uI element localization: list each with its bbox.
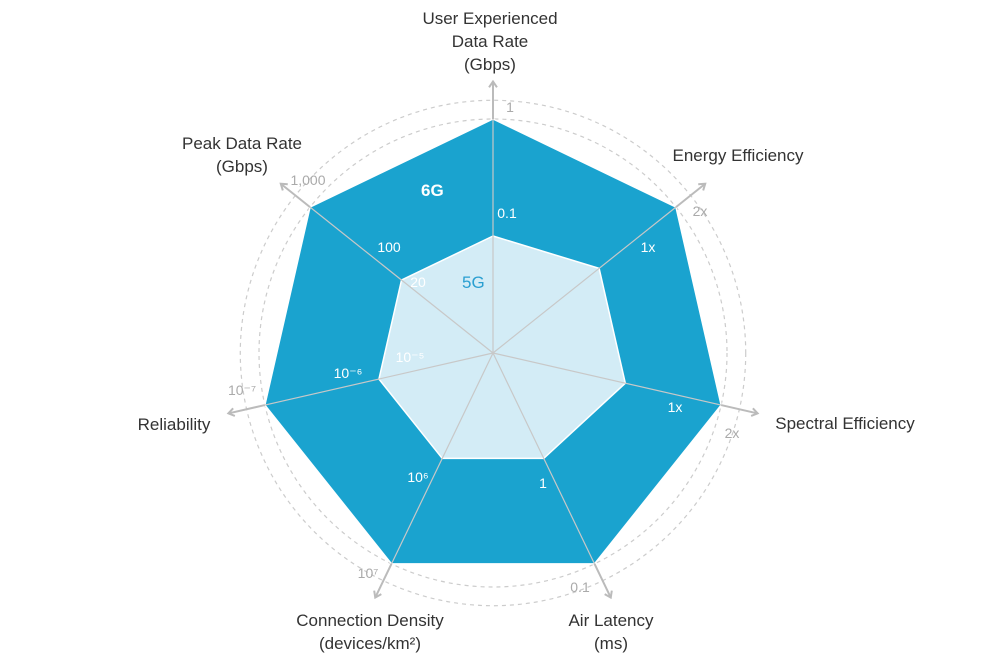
series-5g-area [378,235,627,460]
scale-6g-4: 10⁷ [358,565,379,581]
axis-extension-2 [720,404,758,415]
scale-5g-5: 10⁻⁵ [396,349,425,365]
grid-circle-2 [258,118,728,588]
scale-5g-4: 10⁶ [407,469,428,485]
axis-line-1 [492,206,677,354]
axis-line-3 [492,352,596,565]
axis-lines [264,119,722,565]
axis-line-2 [492,352,722,406]
scale-6g-1: 2x [693,203,708,219]
axis-label-5-line-0: Reliability [138,415,211,434]
axis-arrow-1 [698,182,707,191]
axis-label-2-line-0: Spectral Efficiency [775,414,915,433]
scale-6g-3: 0.1 [570,579,590,595]
axis-arrow-2 [750,407,760,417]
axis-line-4 [390,352,494,565]
axis-extension-3 [593,563,612,599]
axis-extension-5 [228,404,266,415]
axis-arrow-4 [373,590,382,600]
axis-label-3-line-1: (ms) [594,634,628,653]
scale-5g-6: 20 [410,274,426,290]
axis-labels: User Experienced Data Rate (Gbps) Energy Ef… [138,9,916,653]
axis-label-6-line-1: (Gbps) [216,157,268,176]
scale-mid-5: 10⁻⁶ [334,365,363,381]
axis-label-0-line-0: User Experienced [422,9,557,28]
scale-6g-0: 1 [506,99,514,115]
axis-label-6-line-0: Peak Data Rate [182,134,302,153]
axis-line-6 [309,206,494,354]
axis-arrow-0 [488,79,498,88]
scale-5g-3: 1 [539,475,547,491]
axis-arrow-3 [604,590,613,600]
series-6g-label: 6G [421,181,444,200]
axis-extension-1 [675,182,706,208]
series-5g-label: 5G [462,273,485,292]
axis-label-0-line-2: (Gbps) [464,55,516,74]
grid-circle-3 [239,99,747,607]
axis-arrows [226,79,760,600]
axis-arrow-5 [226,407,236,417]
scale-labels: 1 2x 2x 0.1 10⁷ 10⁻⁷ 1,000 0.1 1x 1x 1 10⁶ 10⁻⁵ 20 10⁻… [228,99,739,595]
axis-label-3-line-0: Air Latency [568,611,654,630]
scale-6g-5: 10⁻⁷ [228,382,256,398]
scale-5g-1: 1x [641,239,656,255]
axis-label-1-line-0: Energy Efficiency [672,146,804,165]
scale-5g-0: 0.1 [497,205,517,221]
axis-label-4-line-1: (devices/km²) [319,634,421,653]
axis-extension-6 [280,182,311,208]
scale-6g-6: 1,000 [290,172,325,188]
axis-line-5 [264,352,494,406]
scale-6g-2: 2x [725,425,740,441]
scale-mid-6: 100 [377,239,401,255]
axis-label-0-line-1: Data Rate [452,32,529,51]
axis-arrow-6 [279,182,288,191]
scale-5g-2: 1x [668,399,683,415]
axis-extension-4 [374,563,393,599]
axis-label-4-line-0: Connection Density [296,611,444,630]
